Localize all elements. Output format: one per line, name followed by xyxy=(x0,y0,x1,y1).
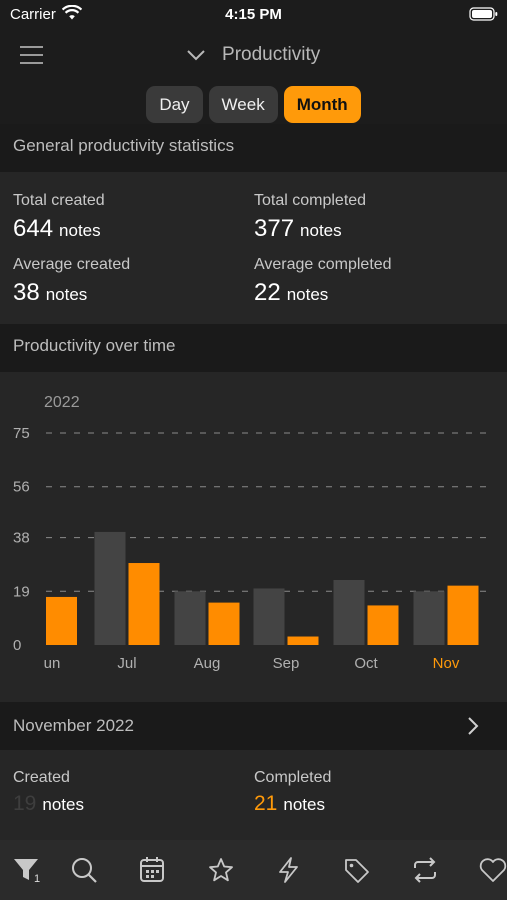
average-completed-stat: Average completed 22 notes xyxy=(254,256,392,307)
chart-card[interactable]: 2022 0 19 38 56 75 un Jul Aug Sep Oct Nov xyxy=(0,372,507,702)
chevron-down-icon xyxy=(187,50,205,61)
x-tick-label: Sep xyxy=(273,655,300,672)
carrier-label: Carrier xyxy=(10,6,56,23)
bar-created xyxy=(333,579,365,645)
general-stats-header: General productivity statistics xyxy=(0,124,507,172)
stat-value: 38 notes xyxy=(13,279,88,306)
heart-icon[interactable] xyxy=(478,856,507,884)
segment-week[interactable]: Week xyxy=(208,86,278,123)
chart-year-label: 2022 xyxy=(44,394,80,411)
average-created-stat: Average created 38 notes xyxy=(13,256,130,307)
filter-icon[interactable] xyxy=(12,856,42,884)
stat-value: 21 notes xyxy=(254,792,325,815)
bottom-tab-bar: 1 xyxy=(0,840,507,900)
month-summary-header[interactable]: November 2022 xyxy=(0,702,507,750)
star-icon[interactable] xyxy=(206,856,236,884)
lightning-icon[interactable] xyxy=(274,856,304,884)
stat-label: Average completed xyxy=(254,256,392,273)
month-completed-stat: Completed 21 notes xyxy=(254,769,331,816)
bar-created xyxy=(94,531,126,645)
stat-label: Total completed xyxy=(254,192,367,209)
search-icon[interactable] xyxy=(70,856,100,884)
month-summary-card: Created 19 notes Completed 21 notes xyxy=(0,750,507,840)
bar-created xyxy=(253,588,285,645)
bar-completed xyxy=(447,585,479,645)
x-tick-label: un xyxy=(44,655,61,672)
page-title: Productivity xyxy=(222,44,321,65)
y-tick-label: 38 xyxy=(13,530,30,547)
stat-label: Average created xyxy=(13,256,131,273)
bar-completed xyxy=(46,596,77,645)
bar-created xyxy=(413,591,445,645)
stat-label: Total created xyxy=(13,192,105,209)
y-tick-label: 19 xyxy=(13,583,30,600)
status-bar: Carrier 4:15 PM xyxy=(0,0,507,30)
x-tick-label: Aug xyxy=(194,655,221,672)
month-created-stat: Created 19 notes xyxy=(13,769,84,816)
x-tick-label: Nov xyxy=(433,655,460,672)
total-completed-stat: Total completed 377 notes xyxy=(254,192,366,243)
hamburger-menu-icon[interactable] xyxy=(20,44,44,66)
over-time-header: Productivity over time xyxy=(0,324,507,372)
bar-created xyxy=(174,591,206,645)
status-time: 4:15 PM xyxy=(225,6,282,23)
filter-count-badge: 1 xyxy=(34,873,41,885)
stat-value: 377 notes xyxy=(254,215,342,242)
stat-value: 644 notes xyxy=(13,215,101,242)
y-tick-label: 0 xyxy=(13,637,21,654)
x-tick-label: Jul xyxy=(117,655,136,672)
battery-icon xyxy=(469,6,499,27)
chevron-right-icon[interactable] xyxy=(467,716,479,736)
calendar-icon[interactable] xyxy=(138,856,168,884)
stat-label: Created xyxy=(13,769,70,786)
tag-icon[interactable] xyxy=(342,856,372,884)
segment-day[interactable]: Day xyxy=(146,86,203,123)
month-label: November 2022 xyxy=(13,716,134,735)
bar-completed xyxy=(128,563,160,645)
repeat-icon[interactable] xyxy=(410,856,440,884)
navigation-bar: Productivity xyxy=(0,36,507,76)
stat-value: 22 notes xyxy=(254,279,329,306)
stat-value: 19 notes xyxy=(13,792,84,815)
productivity-chart[interactable]: 0 19 38 56 75 un Jul Aug Sep Oct Nov xyxy=(0,372,507,702)
total-created-stat: Total created 644 notes xyxy=(13,192,105,243)
title-dropdown[interactable]: Productivity xyxy=(0,44,507,66)
stat-label: Completed xyxy=(254,769,332,786)
y-tick-label: 56 xyxy=(13,479,30,496)
segment-month[interactable]: Month xyxy=(283,86,361,123)
y-tick-label: 75 xyxy=(13,425,30,442)
bar-completed xyxy=(287,636,319,645)
wifi-icon xyxy=(61,4,83,26)
bar-completed xyxy=(367,605,399,645)
x-tick-label: Oct xyxy=(354,655,378,672)
bar-completed xyxy=(208,602,240,645)
general-stats-card: Total created 644 notes Total completed 3… xyxy=(0,172,507,324)
period-selector: Day Week Month xyxy=(0,86,507,123)
